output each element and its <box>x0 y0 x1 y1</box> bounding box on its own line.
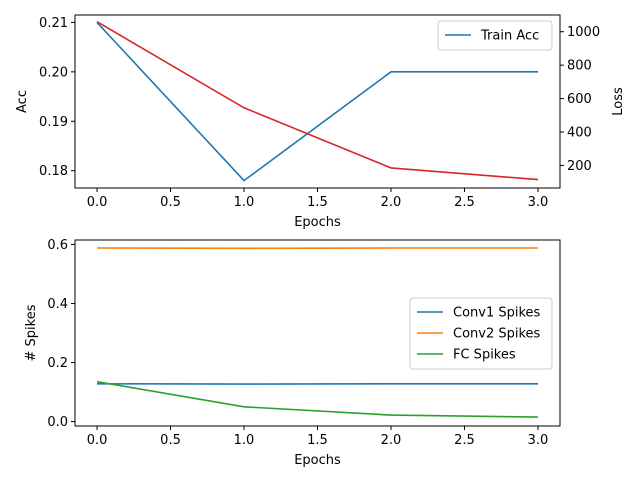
y-right-tick-label: 800 <box>567 59 592 74</box>
x-axis-title: Epochs <box>294 453 341 468</box>
x-tick-label: 3.0 <box>528 195 549 210</box>
x-tick-label: 1.0 <box>234 195 255 210</box>
x-tick-label: 2.5 <box>454 195 475 210</box>
conv1-spikes-legend-label: Conv1 Spikes <box>453 306 541 321</box>
legend-box <box>437 20 553 51</box>
y-tick-label: 0.21 <box>39 16 68 31</box>
y-tick-label: 0.6 <box>47 238 68 253</box>
x-tick-label: 0.5 <box>160 433 181 448</box>
y-right-tick-label: 1000 <box>567 25 600 40</box>
fc-spikes-line <box>96 380 539 418</box>
y-tick-label: 0.0 <box>47 415 68 430</box>
x-tick-label: 2.5 <box>454 433 475 448</box>
y-tick-label: 0.20 <box>39 65 68 80</box>
accuracy-loss-plot: 0.0 0.5 1.0 1.5 2.0 2.5 3.0 0.18 0.19 0.20 0.21 200… <box>15 14 626 230</box>
y-right-tick-label: 400 <box>567 126 592 141</box>
x-tick-label: 1.0 <box>234 433 255 448</box>
series-1-line <box>96 21 539 181</box>
y-tick-label: 0.4 <box>47 297 68 312</box>
x-tick-label: 0.0 <box>87 433 108 448</box>
x-tick-label: 0.0 <box>87 195 108 210</box>
y-tick-label: 0.2 <box>47 356 68 371</box>
train-acc-legend-label: Train Acc <box>480 29 539 44</box>
train-acc-line <box>96 21 538 182</box>
y-right-tick-label: 600 <box>567 92 592 107</box>
x-tick-label: 0.5 <box>160 195 181 210</box>
y-right-axis-title: Loss <box>611 87 626 116</box>
y-right-tick-label: 200 <box>567 159 592 174</box>
x-tick-label: 1.5 <box>307 433 328 448</box>
y-tick-label: 0.19 <box>39 115 68 130</box>
fc-spikes-legend-label: FC Spikes <box>453 348 516 363</box>
spikes-plot: 0.0 0.5 1.0 1.5 2.0 2.5 3.0 0.0 0.2 0.4 0.6 Epochs #… <box>24 238 561 468</box>
y-axis-title: # Spikes <box>24 304 39 361</box>
x-tick-label: 2.0 <box>381 195 402 210</box>
x-axis-title: Epochs <box>294 215 341 230</box>
legend-box <box>409 297 553 370</box>
y-tick-label: 0.18 <box>39 164 68 179</box>
x-tick-label: 3.0 <box>528 433 549 448</box>
conv2-spikes-legend-label: Conv2 Spikes <box>453 327 541 342</box>
x-tick-label: 1.5 <box>307 195 328 210</box>
y-axis-title: Acc <box>15 90 30 113</box>
x-tick-label: 2.0 <box>381 433 402 448</box>
